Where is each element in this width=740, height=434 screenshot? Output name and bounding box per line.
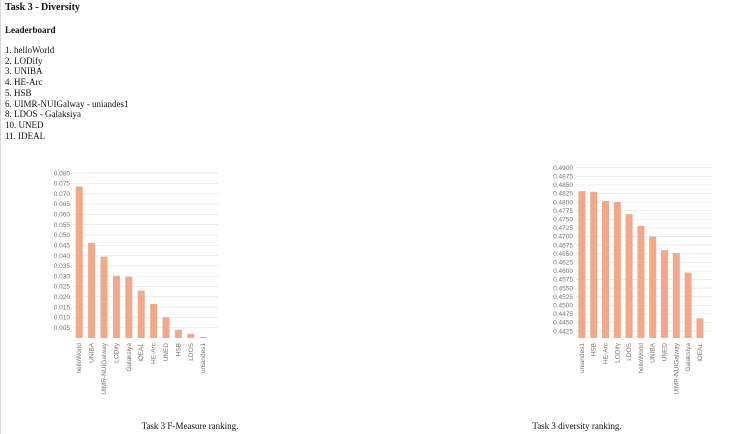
diversity-bar [672,253,680,338]
diversity-ytick-label: 0.4625 [553,260,573,267]
leaderboard-item: 5. HSB [5,87,32,98]
fmeasure-bar [88,242,96,338]
diversity-ytick-label: 0.4825 [553,191,573,198]
fmeasure-ytick-label: 0.075 [54,181,71,188]
diversity-bar [637,225,645,338]
fmeasure-ytick-label: 0.080 [54,170,71,177]
leaderboard-item: 4. HE-Arc [5,77,43,88]
fmeasure-ytick-label: 0.015 [54,304,71,311]
fmeasure-bar [187,333,195,338]
leaderboard-item: 6. UIMR-NUIGalway - uniandes1 [5,98,129,109]
fmeasure-ytick-label: 0.040 [54,253,71,260]
diversity-ytick-label: 0.4775 [553,208,573,215]
diversity-ytick-label: 0.4475 [553,311,573,318]
diversity-bar [696,318,704,338]
diversity-xtick-label: uniandes1 [579,343,586,373]
diversity-bar [649,236,657,338]
leaderboard-item: 2. LODify [5,55,43,66]
diversity-ytick-label: 0.4550 [553,285,573,292]
fmeasure-xtick-label: IDEAL [138,343,145,362]
diversity-bar [625,214,633,338]
diversity-ytick-label: 0.4525 [553,294,573,301]
diversity-ytick-label: 0.4675 [553,242,573,249]
fmeasure-chart-svg: 0.005 0.010 0.015 0.020 0.025 0.030 0.035 0.040… [54,170,218,395]
fmeasure-bar [100,256,108,338]
diversity-xtick-label: LDOS [626,342,633,360]
diversity-ytick-label: 0.4850 [553,182,573,189]
diversity-xtick-label: UNIBA [650,342,657,363]
diversity-bar [661,250,668,338]
diversity-chart-caption: Task 3 diversity ranking. [532,421,622,431]
fmeasure-bar [75,186,83,338]
fmeasure-xtick-label: LODify [113,342,120,363]
fmeasure-bar [137,290,145,338]
diversity-bar [590,191,598,338]
fmeasure-xtick-label: UNIBA [89,342,96,363]
fmeasure-ytick-label: 0.035 [54,263,71,270]
fmeasure-bar [162,317,170,338]
fmeasure-bar [174,329,182,338]
fmeasure-xtick-label: Galaksiya [126,343,133,372]
leaderboard-item: 10. UNED [5,119,44,130]
fmeasure-chart-caption: Task 3 F-Measure ranking. [141,421,239,431]
diversity-bar [602,201,609,338]
diversity-ytick-label: 0.4575 [553,277,573,284]
diversity-ytick-label: 0.4700 [553,234,573,241]
fmeasure-xtick-label: HSB [175,343,182,356]
fmeasure-ytick-label: 0.055 [54,222,71,229]
diversity-xtick-label: UIMR-NUIGalway [673,342,680,394]
fmeasure-ytick-label: 0.025 [54,284,71,291]
fmeasure-xtick-label: UNED [163,343,170,362]
diversity-ytick-label: 0.4875 [553,174,573,181]
fmeasure-bar [150,303,158,338]
fmeasure-ytick-label: 0.010 [54,315,71,322]
diversity-xtick-label: helloWorld [638,343,645,374]
fmeasure-ytick-label: 0.050 [54,232,71,239]
fmeasure-ytick-label: 0.005 [54,325,71,332]
fmeasure-chart: 0.005 0.010 0.015 0.020 0.025 0.030 0.035 0.040… [40,160,240,405]
diversity-ytick-label: 0.4450 [553,320,573,327]
diversity-ytick-label: 0.4425 [553,328,573,335]
diversity-xtick-label: UNED [662,343,669,362]
diversity-xtick-label: IDEAL [697,343,704,362]
fmeasure-xtick-label: UIMR-NUIGalway [101,342,108,394]
leaderboard-item: 11. IDEAL [5,130,46,141]
diversity-bar [613,202,621,338]
fmeasure-ytick-label: 0.045 [54,242,71,249]
diversity-bar [578,191,586,338]
diversity-ytick-label: 0.4900 [553,165,573,172]
page-left-border [0,0,1,434]
diversity-chart: 0.4425 0.4450 0.4475 0.4500 0.4525 0.4550 0.45… [540,160,740,405]
diversity-ytick-label: 0.4600 [553,268,573,275]
diversity-bar [684,272,692,338]
diversity-xtick-label: Galaksiya [685,343,692,372]
fmeasure-bar [199,336,207,338]
diversity-ytick-label: 0.4500 [553,303,573,310]
fmeasure-ytick-label: 0.060 [54,212,71,219]
leaderboard-item: 1. helloWorld [5,45,55,55]
fmeasure-ytick-label: 0.065 [54,201,71,208]
fmeasure-bar [112,275,120,338]
fmeasure-ytick-label: 0.020 [54,294,71,301]
diversity-ytick-label: 0.4650 [553,251,573,258]
diversity-xtick-label: HSB [591,343,598,356]
fmeasure-xtick-label: helloWorld [76,343,83,374]
leaderboard-item: 8. LDOS - Galaksiya [5,109,81,120]
leaderboard-list: 1. helloWorld 2. LODify 3. UNIBA 4. HE-A… [5,45,128,141]
diversity-ytick-label: 0.4725 [553,225,573,232]
diversity-ytick-label: 0.4750 [553,217,573,224]
leaderboard-item: 3. UNIBA [5,66,43,77]
fmeasure-xtick-label: uniandes1 [200,343,207,373]
fmeasure-bar [125,276,133,338]
diversity-ytick-label: 0.4800 [553,199,573,206]
fmeasure-xtick-label: LDOS [188,342,195,360]
diversity-xtick-label: HE-Arc [603,342,610,364]
page-title: Task 3 - Diversity [5,2,80,13]
leaderboard-heading: Leaderboard [5,25,56,35]
diversity-xtick-label: LODify [614,342,621,363]
fmeasure-ytick-label: 0.030 [54,273,71,280]
fmeasure-xtick-label: HE-Arc [151,342,158,364]
fmeasure-ytick-label: 0.070 [54,191,71,198]
